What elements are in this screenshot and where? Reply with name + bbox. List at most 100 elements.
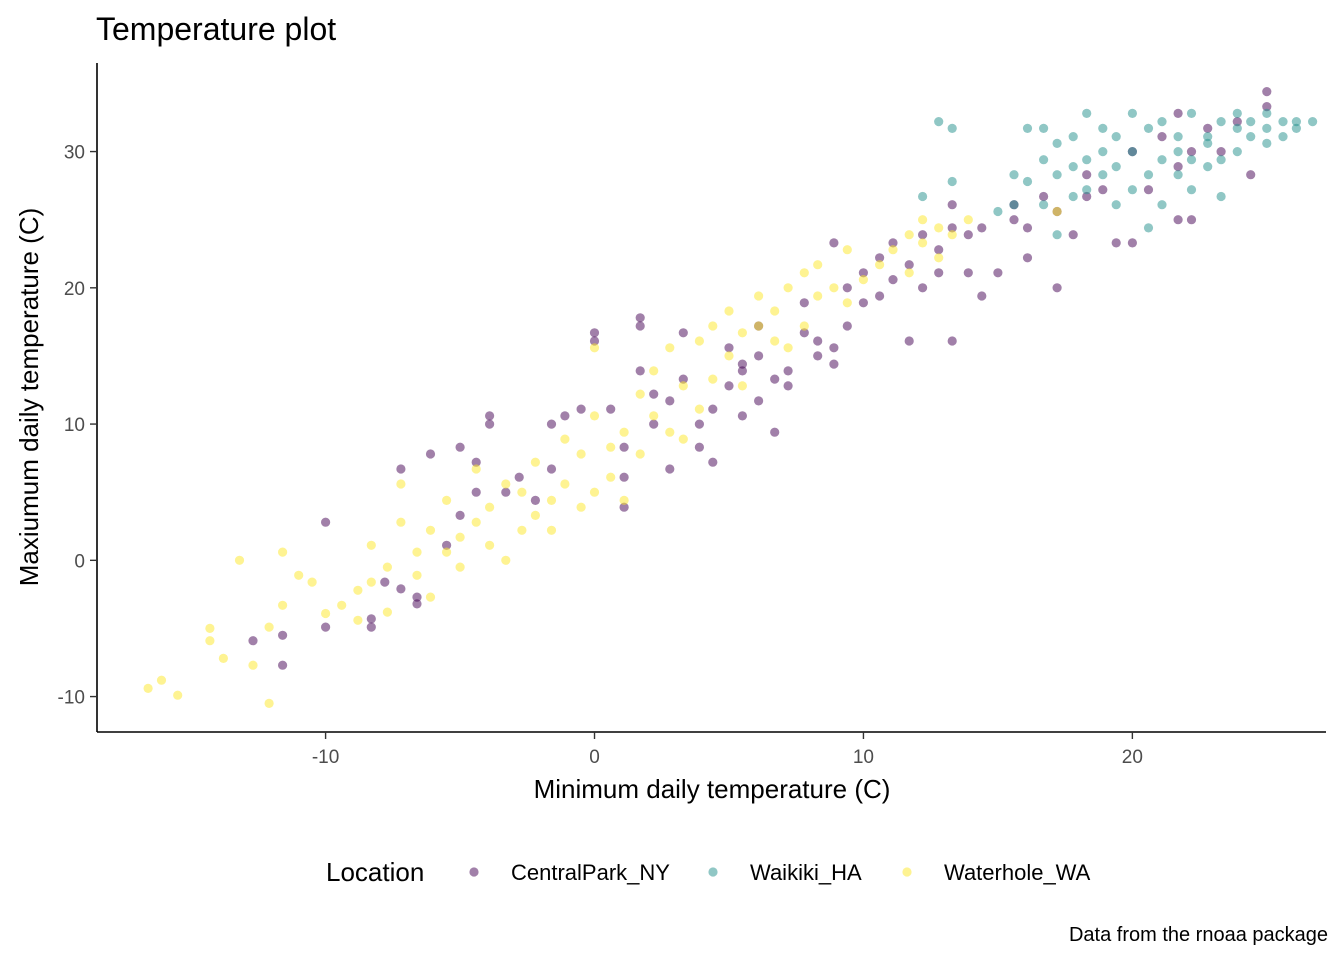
data-point [918, 238, 928, 248]
data-point [455, 532, 465, 542]
data-point [708, 404, 718, 414]
data-point [858, 268, 869, 278]
data-point [1186, 147, 1197, 157]
data-point [754, 351, 764, 361]
data-point [589, 328, 600, 338]
data-point [1262, 87, 1272, 97]
data-point [635, 366, 645, 376]
data-point [842, 321, 852, 331]
data-point [1186, 155, 1197, 165]
data-point [1143, 170, 1154, 180]
data-point [963, 230, 973, 240]
data-point [813, 260, 823, 270]
data-point [888, 238, 898, 248]
data-point [366, 622, 376, 632]
data-point [1173, 162, 1183, 172]
data-point [1098, 170, 1108, 180]
data-point [649, 419, 659, 429]
data-point [321, 622, 331, 632]
data-point [442, 495, 452, 505]
chart-title: Temperature plot [96, 11, 336, 47]
data-point [1173, 147, 1183, 157]
data-point [234, 555, 245, 565]
data-point [754, 291, 764, 301]
data-point [278, 660, 288, 670]
legend-label: Waikiki_HA [750, 860, 862, 885]
data-point [1111, 200, 1121, 210]
data-point [737, 328, 748, 338]
data-point [1216, 155, 1226, 165]
data-point [1039, 191, 1049, 202]
data-point [1082, 170, 1092, 180]
data-point [1127, 147, 1137, 157]
data-point [829, 359, 839, 369]
data-point [1246, 132, 1256, 142]
data-point [770, 374, 780, 384]
data-point [708, 374, 718, 384]
data-point [442, 540, 452, 550]
data-point [382, 562, 392, 572]
data-point [918, 230, 928, 240]
data-point [1098, 147, 1108, 157]
data-point [724, 306, 734, 316]
data-point [1039, 200, 1049, 210]
data-point [1068, 132, 1078, 142]
data-point [918, 215, 928, 225]
y-tick-label: 20 [64, 279, 85, 300]
data-point [694, 404, 705, 414]
data-point [888, 275, 898, 285]
data-point [353, 615, 363, 625]
data-point [337, 600, 347, 610]
data-point [1068, 162, 1078, 172]
data-point [635, 389, 645, 399]
x-tick-label: 20 [1122, 747, 1143, 768]
data-point [1009, 170, 1019, 180]
data-point [1127, 108, 1137, 118]
y-tick-label: 10 [64, 415, 85, 436]
data-point [1127, 238, 1137, 248]
data-point [947, 230, 957, 240]
data-point [875, 253, 885, 263]
data-point [1111, 132, 1121, 142]
data-point [737, 359, 748, 369]
data-point [546, 419, 557, 429]
data-point [218, 653, 228, 664]
data-point [1039, 155, 1049, 165]
data-point [412, 547, 422, 557]
data-point [635, 313, 645, 323]
data-point [412, 570, 422, 580]
data-point [1173, 108, 1183, 118]
data-point [396, 584, 406, 594]
data-point [904, 268, 914, 278]
data-point [205, 636, 215, 646]
data-point [724, 381, 734, 391]
data-point [1098, 123, 1108, 133]
data-point [665, 396, 675, 406]
data-point [1143, 223, 1154, 233]
data-point [1278, 117, 1288, 127]
data-point [918, 191, 928, 202]
data-point [205, 623, 215, 634]
data-point [501, 555, 511, 565]
data-point [1246, 170, 1256, 180]
data-point [904, 230, 914, 240]
data-point [875, 291, 885, 301]
data-point [560, 411, 570, 421]
data-point [1143, 123, 1154, 133]
data-point [619, 502, 629, 512]
data-point [904, 336, 914, 346]
y-tick-label: 30 [64, 143, 85, 164]
data-point [813, 351, 823, 361]
data-point [576, 404, 586, 414]
data-point [799, 268, 809, 278]
data-point [1186, 215, 1197, 225]
data-point [1291, 123, 1301, 133]
data-point [649, 389, 659, 399]
data-point [619, 427, 629, 437]
data-point [589, 343, 600, 353]
data-point [934, 268, 944, 278]
data-point [934, 253, 944, 263]
y-tick-label: -10 [58, 688, 85, 709]
legend: Location CentralPark_NY Waikiki_HA Waterho… [326, 857, 1091, 887]
data-point [665, 464, 675, 474]
